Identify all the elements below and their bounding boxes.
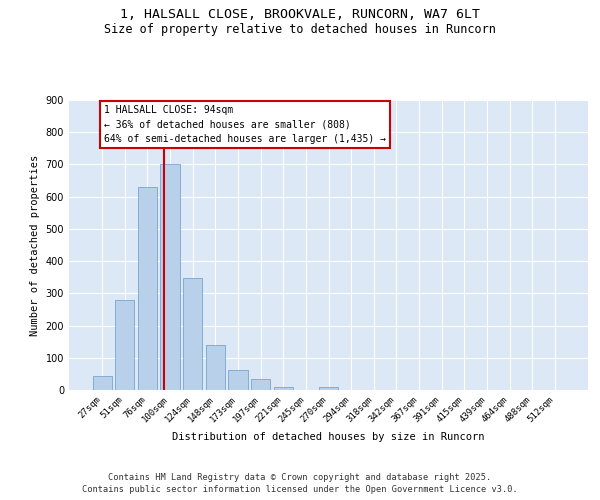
Bar — [138, 187, 157, 390]
Text: Contains HM Land Registry data © Crown copyright and database right 2025.
Contai: Contains HM Land Registry data © Crown c… — [82, 472, 518, 494]
Bar — [115, 300, 134, 390]
Bar — [251, 378, 270, 390]
Bar — [92, 376, 112, 390]
X-axis label: Distribution of detached houses by size in Runcorn: Distribution of detached houses by size … — [172, 432, 485, 442]
Bar — [160, 164, 180, 390]
Bar — [229, 370, 248, 390]
Text: 1 HALSALL CLOSE: 94sqm
← 36% of detached houses are smaller (808)
64% of semi-de: 1 HALSALL CLOSE: 94sqm ← 36% of detached… — [104, 105, 386, 144]
Bar — [206, 345, 225, 390]
Bar — [274, 387, 293, 390]
Text: 1, HALSALL CLOSE, BROOKVALE, RUNCORN, WA7 6LT: 1, HALSALL CLOSE, BROOKVALE, RUNCORN, WA… — [120, 8, 480, 20]
Bar — [183, 278, 202, 390]
Y-axis label: Number of detached properties: Number of detached properties — [30, 154, 40, 336]
Bar — [319, 387, 338, 390]
Text: Size of property relative to detached houses in Runcorn: Size of property relative to detached ho… — [104, 24, 496, 36]
